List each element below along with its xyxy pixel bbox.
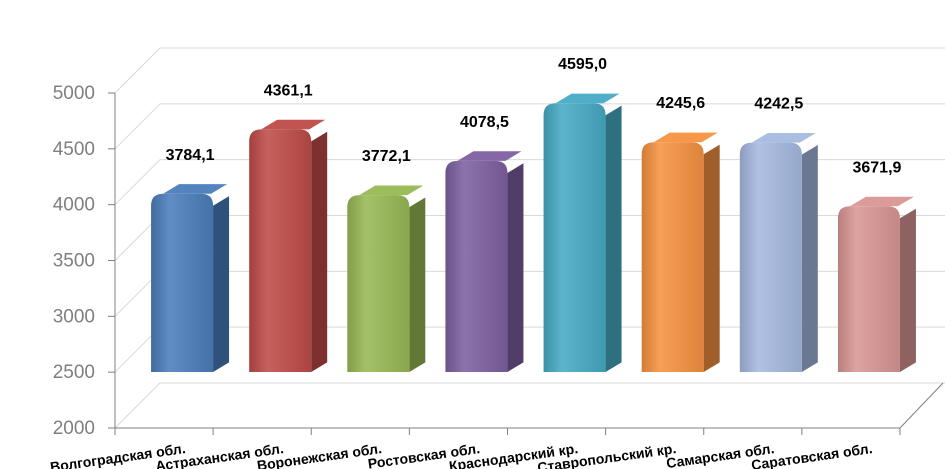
bar-top	[359, 185, 424, 196]
bar	[445, 151, 524, 372]
gridlines	[114, 47, 945, 429]
gridline	[114, 103, 945, 150]
bar	[641, 132, 720, 372]
y-tick-label: 5000	[53, 83, 95, 104]
bar	[249, 119, 328, 372]
data-label: 4242,5	[754, 96, 803, 113]
bar-top	[849, 196, 914, 207]
bar-top	[261, 119, 326, 130]
data-label: 4595,0	[558, 56, 607, 73]
gridline	[114, 326, 945, 373]
bar	[837, 196, 916, 372]
bar-front	[347, 195, 410, 372]
bar-side	[311, 131, 328, 372]
category-labels: Волгоградская обл.Астраханская обл.Ворон…	[49, 440, 873, 469]
bar	[151, 184, 230, 372]
bars	[151, 93, 916, 372]
bar-front	[151, 193, 214, 372]
y-axis-ticks: 2000 2500 3000 3500 4000 4500 5000	[53, 83, 115, 439]
data-labels: 3784,1 4361,1 3772,1 4078,5 4595,0 4245,6 4242…	[166, 56, 902, 176]
data-label: 4245,6	[656, 95, 705, 112]
gridline	[114, 47, 945, 94]
gridline	[114, 159, 945, 206]
bar-top	[751, 132, 816, 143]
bar-side	[703, 144, 720, 372]
gridline	[114, 270, 945, 317]
y-tick-label: 4500	[53, 139, 95, 160]
y-tick-label: 3000	[53, 306, 95, 327]
y-tick-label: 3500	[53, 251, 95, 272]
bar	[347, 185, 426, 372]
data-label: 3671,9	[852, 159, 901, 176]
gridline	[114, 382, 945, 429]
bar-side	[801, 144, 818, 372]
bar-side	[899, 208, 916, 372]
bar-top	[457, 151, 522, 161]
data-label: 4361,1	[264, 82, 313, 99]
data-label: 3772,1	[362, 148, 411, 165]
bar-top	[163, 184, 228, 194]
bar-front	[249, 129, 312, 372]
y-tick-label: 2500	[53, 362, 95, 383]
y-tick-label: 2000	[53, 418, 95, 439]
bar-front	[739, 142, 802, 372]
data-label: 3784,1	[166, 147, 215, 164]
gridline	[114, 215, 945, 261]
axes	[114, 93, 944, 435]
bar-front	[543, 103, 606, 372]
bar-front	[837, 206, 900, 372]
bar-side	[605, 105, 622, 372]
bar-front	[641, 142, 704, 372]
bar	[543, 93, 622, 372]
data-label: 4078,5	[460, 114, 509, 131]
bar-side	[213, 196, 230, 372]
floor-edge	[899, 382, 944, 429]
bar-side	[507, 163, 524, 372]
bar-side	[409, 197, 426, 372]
bar-front	[445, 160, 508, 372]
y-tick-label: 4000	[53, 195, 95, 216]
bar-top	[555, 93, 620, 104]
bar	[739, 132, 818, 372]
bar-top	[653, 132, 718, 143]
